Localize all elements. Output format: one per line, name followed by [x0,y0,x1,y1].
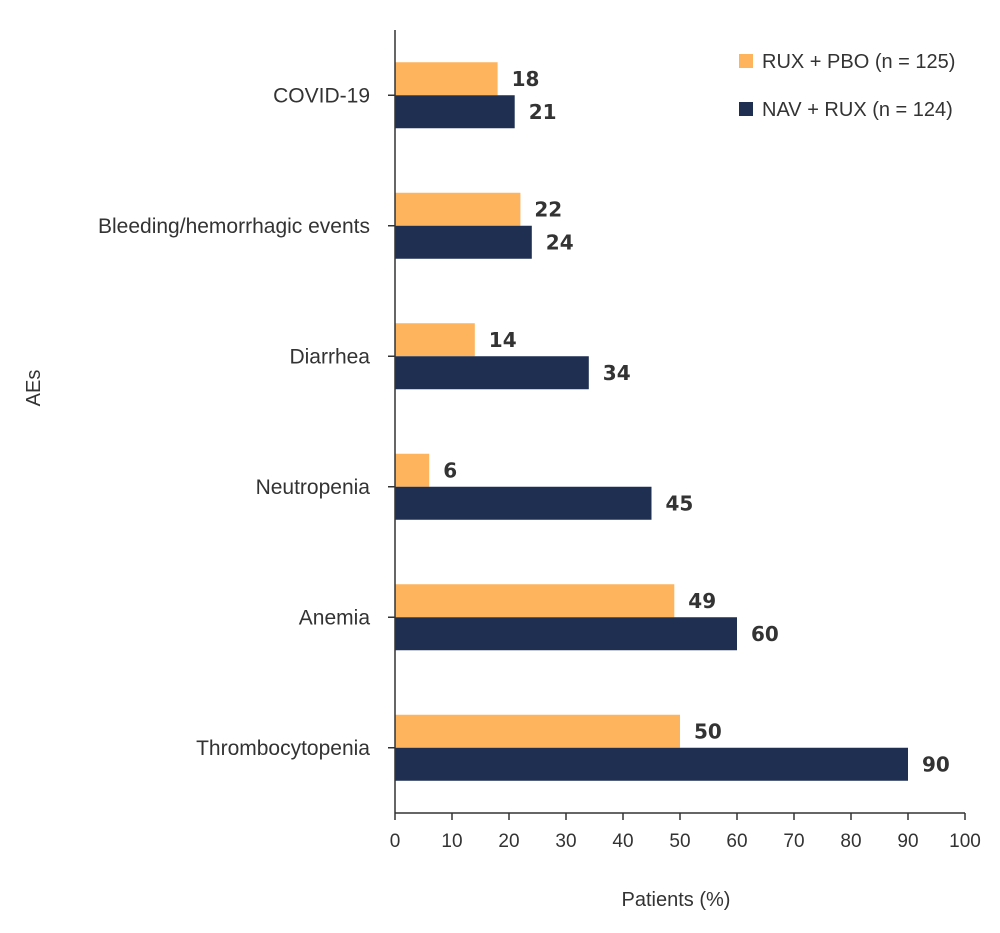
legend-swatch [739,54,753,68]
bar-series-2 [395,617,737,651]
bar-series-2 [395,225,532,259]
x-tick-label: 60 [726,831,747,852]
category-label: COVID-19 [273,84,370,107]
data-label: 90 [922,752,950,776]
bar-series-1 [395,714,680,748]
data-label: 6 [443,458,457,482]
y-axis-title: AEs [23,370,45,407]
data-label: 22 [534,197,562,221]
data-label: 21 [529,100,557,124]
category-label: Bleeding/hemorrhagic events [98,215,370,238]
data-label: 34 [603,361,631,385]
x-tick-label: 70 [783,831,804,852]
x-tick-label: 40 [612,831,633,852]
legend-swatch [739,102,753,116]
x-tick-label: 90 [897,831,918,852]
data-label: 45 [666,491,694,515]
x-tick-label: 100 [949,831,981,852]
data-label: 24 [546,230,574,254]
category-label: Thrombocytopenia [196,737,370,760]
legend-label: NAV + RUX (n = 124) [762,99,953,121]
bar-series-1 [395,192,521,226]
x-tick-label: 0 [390,831,401,852]
bar-series-2 [395,356,589,390]
data-label: 14 [489,328,517,352]
legend: RUX + PBO (n = 125) NAV + RUX (n = 124) [739,51,955,121]
data-labels-layer: 18 21 22 24 14 34 6 45 49 60 50 90 [443,67,950,777]
x-tick-label: 20 [498,831,519,852]
bar-series-2 [395,486,652,520]
bar-series-2 [395,95,515,129]
x-tick-label: 80 [840,831,861,852]
bar-series-1 [395,323,475,357]
data-label: 50 [694,719,722,743]
data-label: 60 [751,622,779,646]
x-tick-label: 10 [441,831,462,852]
axes-layer: COVID-19 Bleeding/hemorrhagic events Diarr… [98,30,981,852]
bar-series-2 [395,747,908,781]
bar-series-1 [395,62,498,96]
x-tick-label: 30 [555,831,576,852]
category-label: Anemia [299,606,371,629]
data-label: 18 [512,67,540,91]
data-label: 49 [688,589,716,613]
x-axis-title: Patients (%) [622,889,731,911]
category-label: Diarrhea [289,345,370,368]
category-label: Neutropenia [256,476,371,499]
bars-layer [395,62,908,781]
bar-series-1 [395,453,430,487]
legend-label: RUX + PBO (n = 125) [762,51,955,73]
x-tick-label: 50 [669,831,690,852]
bar-series-1 [395,584,675,618]
